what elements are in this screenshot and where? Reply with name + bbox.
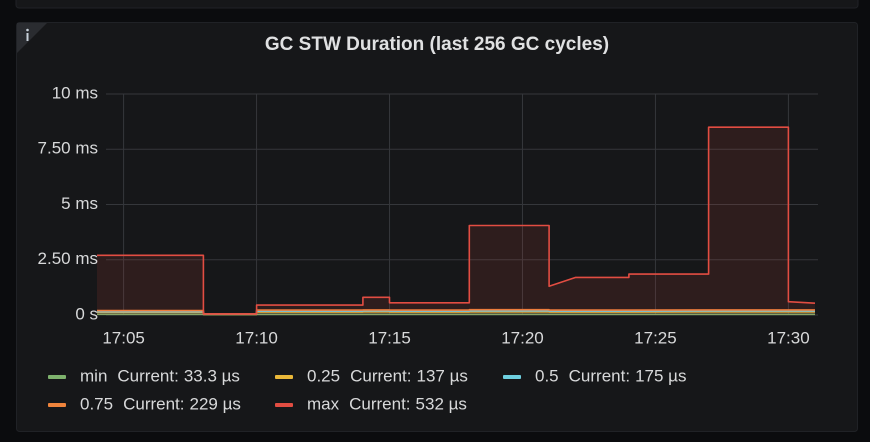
x-tick-label: 17:30 [767,328,810,347]
legend-current-value: 229 µs [190,394,241,413]
legend-current-label: Current: [123,394,184,413]
panel [16,22,858,432]
legend-current-value: 137 µs [417,366,468,385]
x-tick-label: 17:20 [501,328,544,347]
legend-swatch [275,375,293,379]
x-tick-label: 17:05 [102,328,145,347]
legend-name: 0.5 [535,366,559,385]
legend-current-label: Current: [350,366,411,385]
info-corner[interactable] [17,23,47,53]
legend-swatch [48,375,66,379]
line [97,126,816,315]
area [97,127,815,315]
y-tick-label: 5 ms [61,194,98,213]
x-tick-label: 17:25 [634,328,677,347]
legend-name: 0.75 [80,394,113,413]
legend-current-value: 532 µs [416,394,467,413]
legend-swatch [48,403,66,407]
panel-above [15,0,859,9]
x-tick-label: 17:10 [235,328,278,347]
legend-current-label: Current: [349,394,410,413]
x-tick-label: 17:15 [368,328,411,347]
legend-current-value: 33.3 µs [184,366,240,385]
info-icon-dot [26,28,29,32]
y-tick-label: 7.50 ms [38,139,98,158]
legend-current-value: 175 µs [635,366,686,385]
y-tick-label: 10 ms [52,83,98,102]
legend-name: max [307,394,340,413]
legend-current-label: Current: [569,366,630,385]
chart-title: GC STW Duration (last 256 GC cycles) [265,34,609,55]
y-tick-label: 2.50 ms [38,249,98,268]
info-icon [26,33,29,41]
legend-swatch [503,375,521,379]
y-tick-label: 0 s [75,304,98,323]
legend-swatch [275,403,293,407]
legend-name: 0.25 [307,366,340,385]
legend-name: min [80,366,107,385]
legend-current-label: Current: [117,366,178,385]
